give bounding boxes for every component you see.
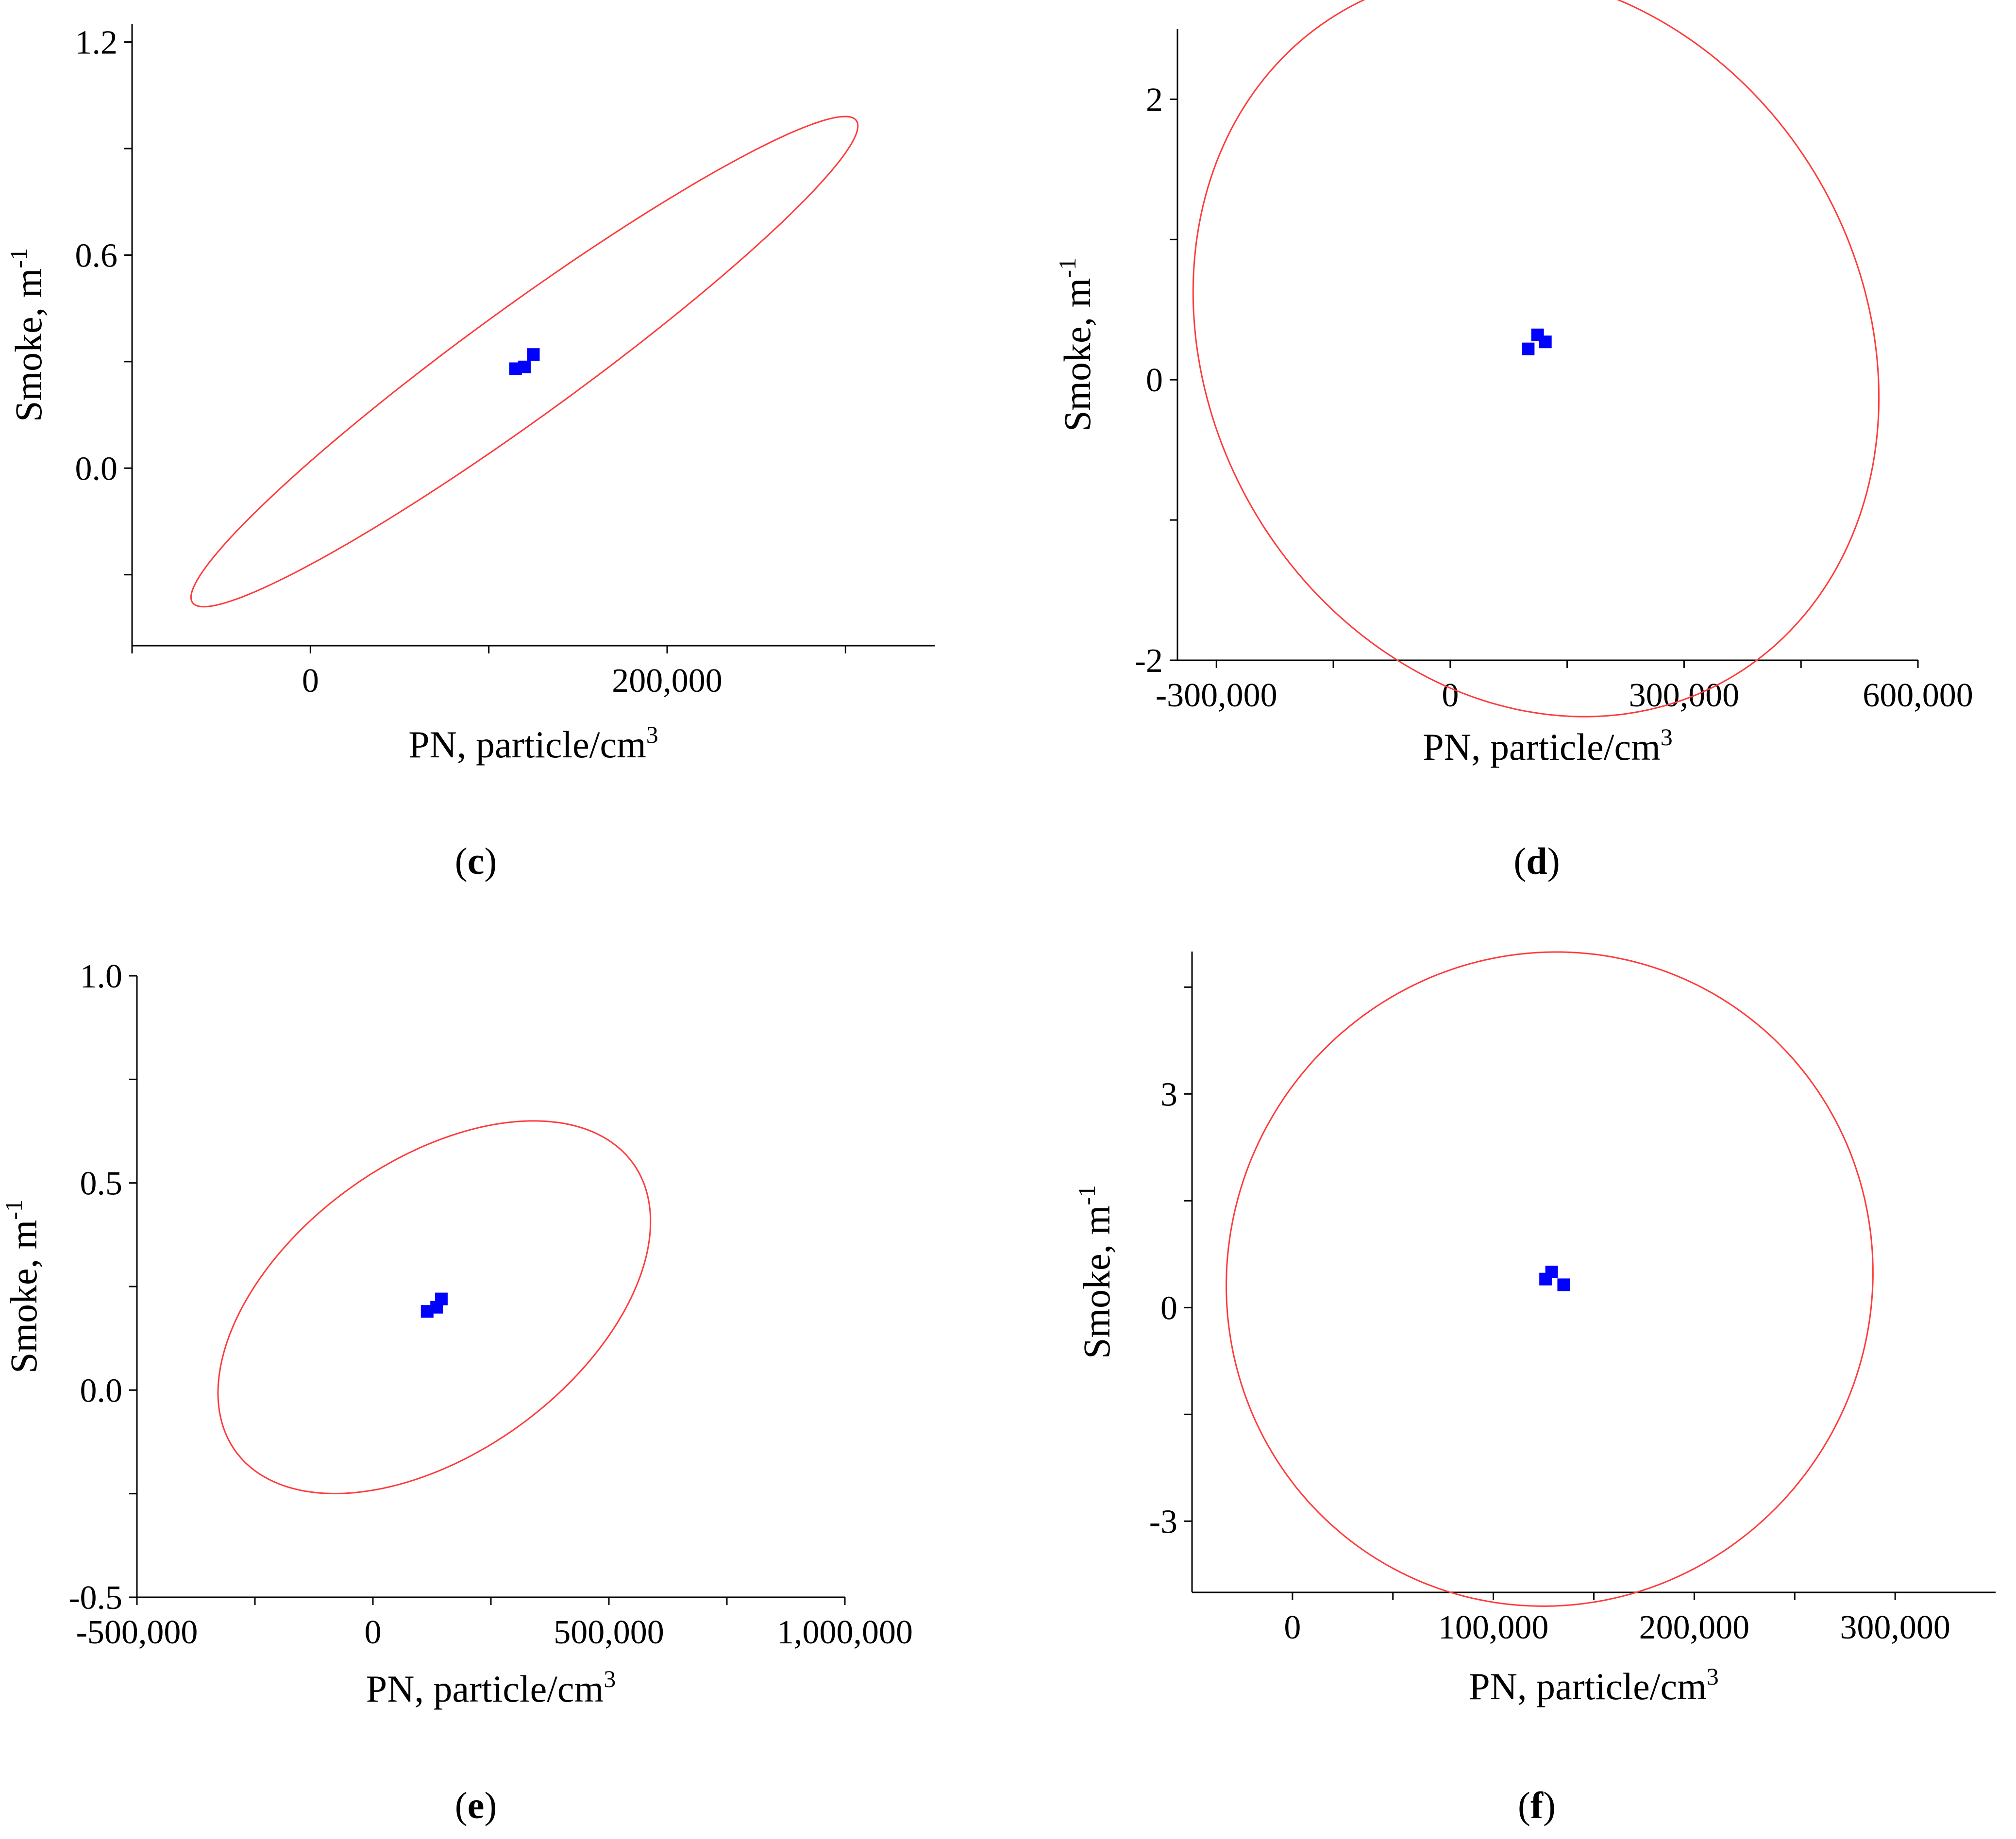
x-axis-title-text: PN, particle/cm <box>408 723 646 766</box>
x-tick-label: 100,000 <box>1438 1609 1549 1646</box>
x-axis-title-superscript: 3 <box>1707 1663 1719 1690</box>
data-point <box>1545 1266 1558 1278</box>
x-tick-label: 200,000 <box>612 662 722 700</box>
data-point <box>1539 335 1552 349</box>
data-point <box>1557 1278 1570 1291</box>
data-point <box>527 348 540 361</box>
caption-letter: d <box>1526 840 1547 882</box>
y-axis-title-superscript: -1 <box>1073 1185 1100 1205</box>
x-tick-label: 500,000 <box>554 1614 664 1651</box>
chart-panel-c: 0 200,000 0.0 0.6 1.2 PN, particle/cm3 Smoke, … <box>5 24 935 882</box>
caption-open-paren: ( <box>455 1784 468 1826</box>
y-tick-label: 0.5 <box>80 1165 123 1203</box>
x-tick-label: 0 <box>302 662 319 700</box>
y-tick-label: -3 <box>1149 1503 1177 1540</box>
y-tick-label: 1.0 <box>80 958 123 995</box>
x-tick-label: 0 <box>365 1614 382 1651</box>
y-axis-title-text: Smoke, m <box>2 1220 45 1373</box>
chart-panel-e: -500,000 0 500,000 1,000,000 -0.5 0.0 0.5 1.0 PN… <box>0 958 913 1826</box>
caption-open-paren: ( <box>1518 1784 1530 1826</box>
caption-close-paren: ) <box>1547 840 1560 882</box>
x-tick-label: 600,000 <box>1863 677 1973 714</box>
y-tick-label: 0.6 <box>75 237 118 274</box>
caption-letter: c <box>468 840 485 882</box>
data-point <box>435 1292 448 1305</box>
x-axis-title-text: PN, particle/cm <box>1469 1665 1707 1707</box>
y-axis-title-text: Smoke, m <box>1075 1205 1118 1359</box>
x-axis-title-superscript: 3 <box>646 721 658 748</box>
caption-letter: e <box>468 1784 485 1826</box>
y-tick-label: 2 <box>1146 81 1163 118</box>
x-axis-title-text: PN, particle/cm <box>366 1668 604 1710</box>
x-tick-label: 200,000 <box>1639 1609 1750 1646</box>
panel-caption: (f) <box>1518 1784 1556 1826</box>
y-tick-label: -2 <box>1135 642 1163 680</box>
y-axis-title: Smoke, m-1 <box>5 248 50 422</box>
x-axis-title: PN, particle/cm3 <box>366 1665 616 1710</box>
y-tick-label: 1.2 <box>75 24 118 62</box>
x-tick-label: -500,000 <box>76 1614 198 1651</box>
confidence-ellipse <box>217 1120 652 1495</box>
confidence-ellipse <box>1226 951 1874 1607</box>
panel-caption: (c) <box>455 840 497 882</box>
confidence-ellipse <box>1192 0 1880 718</box>
y-tick-label: 0.0 <box>75 450 118 487</box>
x-axis-title-superscript: 3 <box>604 1665 616 1692</box>
x-tick-label: 1,000,000 <box>777 1614 913 1651</box>
x-tick-label: 0 <box>1442 677 1459 714</box>
y-axis-title-text: Smoke, m <box>1056 278 1098 432</box>
caption-close-paren: ) <box>484 1784 497 1826</box>
y-axis-title-superscript: -1 <box>1054 258 1081 278</box>
x-tick-label: 300,000 <box>1840 1609 1950 1646</box>
x-axis-title: PN, particle/cm3 <box>408 721 658 766</box>
y-tick-label: -0.5 <box>68 1579 122 1617</box>
y-axis-title: Smoke, m-1 <box>0 1200 45 1373</box>
caption-close-paren: ) <box>1543 1784 1556 1826</box>
data-point <box>518 360 531 373</box>
y-tick-label: 0 <box>1160 1289 1177 1327</box>
x-tick-label: 0 <box>1284 1609 1301 1646</box>
caption-close-paren: ) <box>484 840 497 882</box>
y-tick-label: 0.0 <box>80 1372 123 1409</box>
y-axis-title: Smoke, m-1 <box>1054 258 1098 432</box>
data-point <box>1522 342 1535 355</box>
y-axis-title-superscript: -1 <box>5 248 32 268</box>
y-axis-title-superscript: -1 <box>0 1200 27 1220</box>
caption-open-paren: ( <box>1513 840 1526 882</box>
y-tick-label: 0 <box>1146 362 1163 399</box>
panel-caption: (e) <box>455 1784 497 1826</box>
caption-open-paren: ( <box>455 840 468 882</box>
caption-letter: f <box>1530 1784 1544 1826</box>
y-axis-title-text: Smoke, m <box>7 268 50 422</box>
x-axis-title-text: PN, particle/cm <box>1423 726 1661 768</box>
x-axis-title: PN, particle/cm3 <box>1469 1663 1719 1707</box>
panel-caption: (d) <box>1513 840 1560 882</box>
y-tick-label: 3 <box>1160 1076 1177 1113</box>
x-axis-title: PN, particle/cm3 <box>1423 723 1673 768</box>
y-axis-title: Smoke, m-1 <box>1073 1185 1118 1359</box>
x-axis-title-superscript: 3 <box>1661 723 1673 751</box>
x-tick-label: -300,000 <box>1156 677 1277 714</box>
confidence-ellipse <box>190 116 859 608</box>
